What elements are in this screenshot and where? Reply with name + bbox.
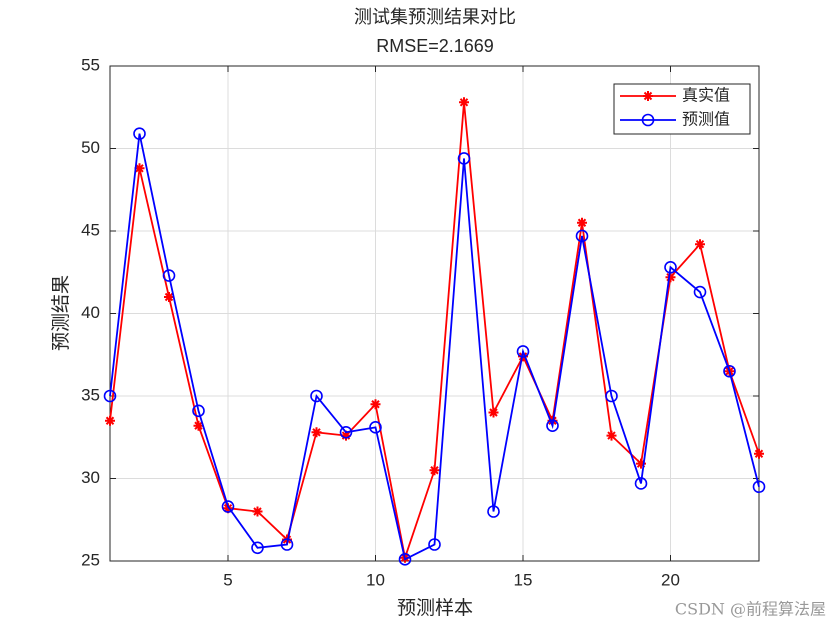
y-tick-label: 30 <box>81 468 100 487</box>
data-point <box>429 465 440 476</box>
data-point <box>251 541 264 555</box>
data-point <box>577 217 587 228</box>
data-point <box>634 477 648 490</box>
x-tick-label: 20 <box>661 570 680 589</box>
x-axis-label: 预测样本 <box>397 597 473 619</box>
data-point <box>192 404 205 418</box>
legend-marker <box>641 113 655 127</box>
data-point <box>398 553 412 566</box>
data-point <box>341 430 351 441</box>
data-point <box>162 269 176 282</box>
data-point <box>605 389 618 403</box>
y-tick-label: 35 <box>81 385 100 404</box>
x-tick-label: 5 <box>223 570 232 589</box>
series-line <box>109 133 760 561</box>
data-point <box>105 415 115 426</box>
y-tick-label: 40 <box>81 303 100 322</box>
data-point <box>310 389 323 403</box>
data-point <box>459 97 469 108</box>
data-point <box>488 407 499 418</box>
legend-label: 真实值 <box>682 86 730 105</box>
data-point <box>134 163 145 174</box>
axes-box <box>109 65 760 562</box>
data-point <box>752 480 766 494</box>
data-point <box>311 427 322 438</box>
y-axis-label: 预测结果 <box>50 275 72 351</box>
data-point <box>193 420 204 431</box>
legend-label: 预测值 <box>682 110 730 129</box>
data-point <box>339 425 353 439</box>
data-point <box>164 292 174 302</box>
x-tick-label: 15 <box>514 570 533 589</box>
x-tick-label: 10 <box>366 570 385 589</box>
data-point <box>252 506 263 517</box>
data-point <box>754 448 764 459</box>
data-point <box>606 430 617 441</box>
data-point <box>221 500 235 513</box>
chart-subtitle: RMSE=2.1669 <box>376 36 494 56</box>
data-point <box>664 260 677 274</box>
data-point <box>133 127 146 140</box>
data-point <box>487 505 500 518</box>
legend-box <box>613 83 751 135</box>
data-point <box>516 345 530 358</box>
data-point <box>103 389 117 403</box>
data-point <box>695 239 705 250</box>
chart-title: 测试集预测结果对比 <box>354 7 516 28</box>
y-tick-label: 50 <box>81 138 100 157</box>
data-point <box>369 421 382 434</box>
legend-marker <box>643 91 653 101</box>
y-tick-label: 25 <box>81 550 100 569</box>
data-point <box>693 285 707 299</box>
data-point <box>370 399 381 410</box>
data-point <box>665 272 676 283</box>
data-point <box>457 152 471 165</box>
y-tick-label: 55 <box>81 55 100 74</box>
watermark: CSDN @前程算法屋 <box>675 600 826 619</box>
y-tick-label: 45 <box>81 220 100 239</box>
data-point <box>636 458 646 469</box>
data-point <box>223 503 233 514</box>
data-point <box>428 538 441 551</box>
data-point <box>575 229 589 243</box>
data-point <box>280 538 294 551</box>
data-point <box>723 364 736 378</box>
data-point <box>546 419 559 433</box>
